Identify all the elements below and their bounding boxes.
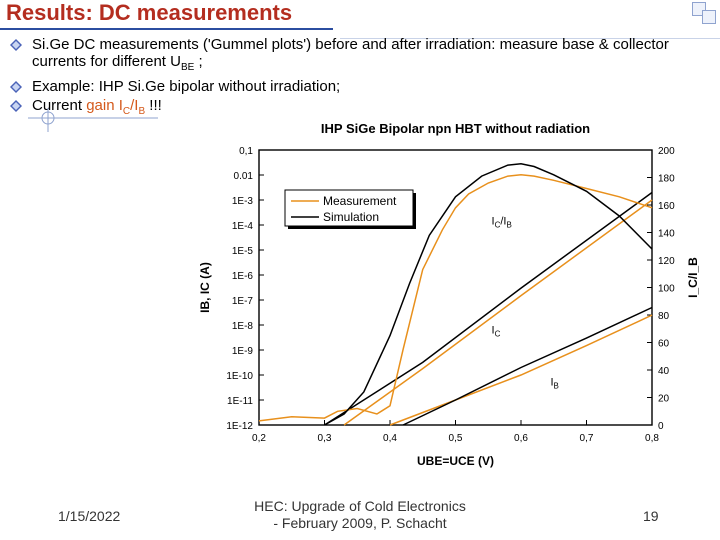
- corner-decoration: [692, 0, 720, 28]
- x-axis-label: UBE=UCE (V): [417, 454, 494, 468]
- bullet-list: Si.Ge DC measurements ('Gummel plots') b…: [6, 36, 696, 122]
- legend-label: Measurement: [323, 194, 397, 208]
- annotation-gain: IC/IB: [492, 215, 512, 229]
- crosshair-decoration: [28, 108, 158, 132]
- annotation-ic: IC: [492, 324, 501, 338]
- series-line-measurement-ib: [389, 314, 653, 426]
- annotation-ib: IB: [550, 376, 558, 390]
- y-tick-label-left: 1E-3: [232, 196, 254, 207]
- bullet-item: Example: IHP Si.Ge bipolar without irrad…: [6, 78, 696, 95]
- title-underline: [0, 28, 333, 30]
- y-tick-label-left: 0.01: [234, 171, 254, 182]
- series-line-measurement-ic: [343, 199, 653, 426]
- bullet-text: Si.Ge DC measurements ('Gummel plots') b…: [32, 36, 669, 70]
- gummel-chart: IHP SiGe Bipolar npn HBT without radiati…: [198, 121, 700, 468]
- y-tick-label-left: 1E-8: [232, 321, 254, 332]
- diamond-bullet-icon: [10, 100, 22, 112]
- legend-shadow: [288, 226, 416, 229]
- footer-page-number: 19: [643, 508, 659, 524]
- y-axis-label-right: I_C/I_B: [686, 257, 700, 298]
- x-tick-label: 0,2: [252, 433, 266, 444]
- bullet-item: Current gain IC/IB !!!: [6, 97, 696, 120]
- x-tick-label: 0,3: [318, 433, 332, 444]
- diamond-bullet-icon: [10, 81, 22, 93]
- y-tick-label-left: 1E-12: [226, 421, 253, 432]
- y-tick-label-left: 1E-6: [232, 271, 254, 282]
- bullet-text: Current: [32, 97, 87, 114]
- bullet-text: Example: IHP Si.Ge bipolar without irrad…: [32, 78, 341, 95]
- x-tick-label: 0,8: [645, 433, 659, 444]
- bullet-text-end: !!!: [145, 97, 162, 114]
- y-tick-label-left: 1E-10: [226, 371, 253, 382]
- x-tick-label: 0,7: [580, 433, 594, 444]
- series-line-simulation-ic-ib: [324, 163, 653, 426]
- series-line-simulation-ic: [324, 191, 653, 426]
- y-tick-label-right: 180: [658, 174, 675, 185]
- y-tick-label-right: 80: [658, 311, 670, 322]
- chart-title: IHP SiGe Bipolar npn HBT without radiati…: [321, 121, 590, 136]
- footer-center: HEC: Upgrade of Cold Electronics - Febru…: [250, 498, 470, 532]
- legend-box: [284, 189, 414, 227]
- bullet-text-end: ;: [194, 53, 203, 70]
- y-tick-label-right: 200: [658, 146, 675, 157]
- x-tick-label: 0,6: [514, 433, 528, 444]
- y-tick-label-right: 60: [658, 339, 670, 350]
- y-tick-label-left: 1E-11: [227, 396, 253, 407]
- y-tick-label-right: 100: [658, 284, 675, 295]
- y-tick-label-right: 160: [658, 201, 675, 212]
- slide-title: Results: DC measurements: [6, 0, 293, 25]
- bullet-accent: gain IC/IB: [86, 97, 146, 117]
- footer-line-2: - February 2009, P. Schacht: [273, 515, 447, 531]
- y-tick-label-left: 1E-5: [232, 246, 254, 257]
- legend-label: Simulation: [323, 210, 379, 224]
- y-tick-label-left: 1E-9: [232, 346, 254, 357]
- y-tick-label-left: 1E-7: [232, 296, 254, 307]
- x-tick-label: 0,5: [449, 433, 463, 444]
- y-tick-label-left: 1E-4: [232, 221, 254, 232]
- header-rule: [340, 38, 720, 39]
- y-tick-label-right: 120: [658, 256, 675, 267]
- y-tick-label-left: 0,1: [239, 146, 253, 157]
- y-tick-label-right: 40: [658, 366, 670, 377]
- footer-line-1: HEC: Upgrade of Cold Electronics: [254, 498, 466, 514]
- y-tick-label-right: 20: [658, 394, 670, 405]
- y-tick-label-right: 0: [658, 421, 664, 432]
- footer-date: 1/15/2022: [58, 508, 121, 524]
- diamond-bullet-icon: [10, 39, 22, 51]
- series-line-measurement-ic-ib: [258, 174, 653, 422]
- y-tick-label-right: 140: [658, 229, 675, 240]
- bullet-item: Si.Ge DC measurements ('Gummel plots') b…: [6, 36, 696, 76]
- y-axis-label-left: IB, IC (A): [198, 262, 212, 313]
- x-tick-label: 0,4: [383, 433, 397, 444]
- bullet-subscript: BE: [180, 62, 195, 73]
- legend-shadow: [413, 193, 416, 229]
- series-line-simulation-ib: [402, 306, 653, 426]
